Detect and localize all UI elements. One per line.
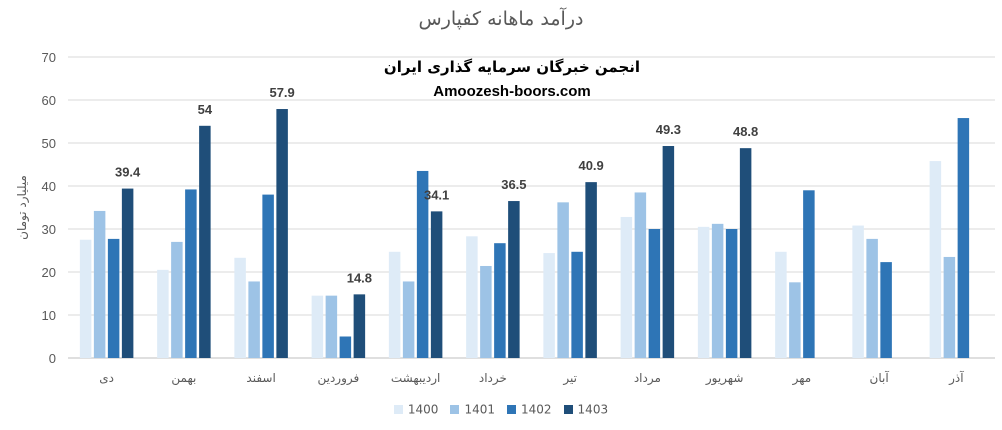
- bar-1401: [480, 265, 492, 358]
- bar-1401: [943, 256, 956, 358]
- y-tick-label: 20: [42, 265, 56, 280]
- y-tick-label: 0: [49, 351, 56, 366]
- data-label: 39.4: [115, 165, 141, 180]
- y-tick-label: 60: [42, 93, 56, 108]
- legend-item: 1400: [393, 402, 439, 417]
- legend-label: 1403: [577, 402, 609, 417]
- legend-item: 1401: [450, 402, 495, 417]
- data-label: 48.8: [733, 124, 758, 139]
- legend-swatch: [563, 405, 573, 414]
- data-label: 34.1: [424, 187, 449, 202]
- bar-1403: [430, 211, 443, 358]
- x-tick-label: اردیبهشت: [391, 371, 440, 386]
- y-tick-label: 70: [42, 50, 56, 65]
- bar-1402: [648, 229, 661, 358]
- data-label: 14.8: [347, 270, 372, 285]
- watermark-line-2: Amoozesh-boors.com: [433, 83, 591, 100]
- bar-1403: [121, 188, 134, 358]
- bar-1400: [697, 226, 710, 358]
- x-tick-label: آبان: [870, 370, 890, 385]
- bar-1400: [775, 251, 787, 358]
- bar-1400: [79, 239, 92, 358]
- y-tick-label: 40: [42, 179, 56, 194]
- bar-1401: [93, 210, 106, 358]
- bar-1402: [957, 118, 970, 358]
- x-tick-label: خرداد: [479, 371, 507, 386]
- legend-swatch: [393, 405, 403, 414]
- y-tick-label: 30: [42, 222, 56, 237]
- chart-title: درآمد ماهانه کفپارس: [418, 8, 584, 30]
- legend-label: 1400: [407, 402, 439, 417]
- bar-1400: [929, 161, 942, 358]
- bar-1402: [571, 251, 583, 358]
- data-label: 54: [198, 102, 213, 117]
- bar-1400: [852, 225, 864, 358]
- data-label: 49.3: [656, 122, 681, 137]
- bar-1402: [803, 190, 815, 358]
- bar-1402: [262, 194, 274, 358]
- bar-1403: [585, 182, 597, 358]
- legend-item: 1402: [507, 402, 552, 417]
- data-label: 40.9: [578, 158, 603, 173]
- legend-label: 1401: [464, 402, 495, 417]
- legend-label: 1402: [521, 402, 552, 417]
- legend-swatch: [507, 405, 516, 414]
- legend-swatch: [450, 405, 460, 414]
- bar-1402: [185, 189, 197, 358]
- bar-1403: [739, 148, 752, 358]
- bar-1403: [276, 109, 288, 358]
- bar-1402: [339, 336, 352, 358]
- bar-1400: [234, 257, 246, 358]
- bar-1400: [620, 216, 633, 358]
- x-tick-label: فروردین: [317, 371, 359, 386]
- legend-item: 1403: [563, 402, 609, 417]
- y-axis-label: میلیارد تومان: [15, 175, 30, 240]
- bar-1402: [880, 262, 892, 358]
- bar-1401: [248, 281, 260, 358]
- bar-1402: [494, 243, 506, 358]
- bar-1400: [311, 295, 324, 358]
- bar-1400: [388, 251, 401, 358]
- bar-1400: [466, 236, 478, 358]
- bar-1401: [171, 241, 183, 358]
- x-tick-label: تیر: [562, 371, 577, 386]
- x-tick-label: مرداد: [634, 371, 661, 386]
- bar-1401: [634, 192, 647, 358]
- bar-1400: [543, 253, 555, 358]
- bar-1403: [662, 146, 675, 358]
- bar-1402: [725, 229, 738, 358]
- bar-1401: [325, 295, 338, 358]
- bar-1401: [789, 282, 801, 358]
- x-tick-label: آذر: [948, 370, 964, 386]
- bar-1403: [199, 125, 211, 358]
- bar-1401: [402, 281, 415, 358]
- data-label: 36.5: [501, 177, 526, 192]
- x-tick-label: شهریور: [705, 371, 744, 386]
- bar-1403: [353, 294, 366, 358]
- y-tick-label: 50: [42, 136, 56, 151]
- bar-1401: [557, 202, 569, 358]
- legend: 1400 1401 1402 1403: [0, 402, 1002, 417]
- bar-1402: [107, 238, 120, 358]
- x-tick-label: اسفند: [246, 371, 275, 385]
- watermark-line-1: انجمن خبرگان سرمایه گذاری ایران: [383, 58, 641, 76]
- bar-1403: [508, 201, 520, 358]
- y-tick-label: 10: [42, 308, 56, 323]
- x-tick-label: دی: [99, 371, 114, 385]
- bar-1401: [866, 238, 878, 358]
- data-label: 57.9: [269, 85, 294, 100]
- x-tick-label: مهر: [792, 371, 812, 386]
- bar-1402: [416, 170, 429, 358]
- x-tick-label: بهمن: [171, 371, 196, 386]
- bar-1401: [711, 223, 724, 358]
- bar-1400: [157, 269, 169, 358]
